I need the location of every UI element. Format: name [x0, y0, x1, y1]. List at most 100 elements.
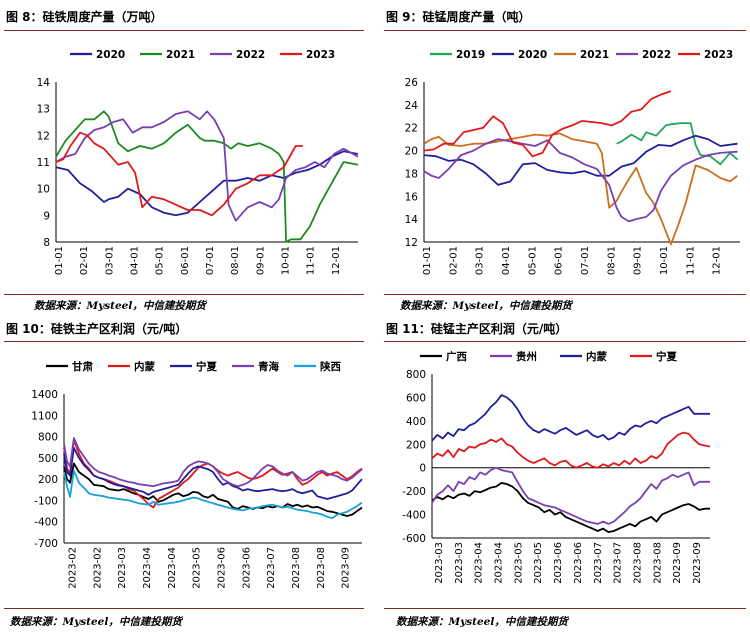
y-tick-label: -600 — [402, 533, 426, 545]
y-tick-label: 1400 — [31, 389, 58, 401]
legend-label: 2022 — [642, 49, 671, 61]
legend-label: 贵州 — [516, 350, 537, 363]
y-tick-label: -100 — [34, 495, 58, 507]
x-tick-label: 10-01 — [659, 246, 670, 275]
series-line-2021 — [423, 132, 739, 246]
x-tick-label: 04-01 — [130, 246, 141, 275]
chart8-svg: 8 9 10 11 12 13 14 01-01 02-01 03-01 04-01 05-01 06-… — [37, 49, 359, 275]
y-tick-label: 1100 — [31, 410, 58, 422]
series-line-2020 — [55, 150, 359, 217]
y-tick-label: 200 — [406, 439, 426, 451]
y-tick-label: 200 — [38, 474, 58, 486]
chart9-title: 图 9：硅锰周度产量（吨） — [386, 10, 531, 24]
x-tick-label: 10-01 — [281, 246, 292, 275]
chart8-title: 图 8：硅铁周度产量（万吨） — [6, 10, 163, 24]
legend-label: 2023 — [704, 49, 733, 61]
x-tick-label: 12-01 — [331, 246, 342, 275]
x-tick-label: 11-01 — [306, 246, 317, 275]
legend-label: 2022 — [236, 49, 265, 61]
y-tick-label: -400 — [402, 510, 426, 522]
y-tick-label: 8 — [43, 237, 50, 249]
x-tick-label: 04-01 — [501, 246, 512, 275]
x-tick-label: 2023-09 — [672, 542, 683, 584]
x-tick-label: 01-01 — [54, 246, 65, 275]
legend-label: 内蒙 — [134, 360, 155, 373]
x-tick-label: 2023-08 — [652, 542, 663, 584]
x-tick-label: 2023-05 — [533, 542, 544, 584]
y-tick-label: 500 — [38, 453, 58, 465]
x-tick-label: 2023-06 — [216, 547, 227, 589]
y-tick-label: 800 — [406, 369, 426, 381]
series-line-2022 — [423, 138, 738, 223]
x-tick-label: 2023-06 — [573, 542, 584, 584]
x-tick-label: 2023-05 — [192, 547, 203, 589]
chart10-title: 图 10：硅铁主产区利润（元/吨） — [6, 322, 188, 336]
x-tick-label: 11-01 — [685, 246, 696, 275]
y-tick-label: -700 — [34, 538, 58, 550]
x-tick-label: 2023-09 — [341, 547, 352, 589]
x-tick-label: 2023-08 — [291, 547, 302, 589]
x-tick-label: 08-01 — [606, 246, 617, 275]
chart10-title-rule — [4, 341, 364, 342]
x-tick-label: 2023-08 — [316, 547, 327, 589]
y-tick-label: 26 — [405, 77, 419, 89]
x-tick-label: 02-01 — [79, 246, 90, 275]
chart11-svg: -600 -400 -200 0 200 400 600 800 2023-03 2023-03 2… — [402, 350, 711, 584]
x-tick-label: 09-01 — [255, 246, 266, 275]
legend-label: 宁夏 — [656, 350, 677, 363]
y-tick-label: 400 — [406, 416, 426, 428]
y-tick-label: 9 — [43, 210, 50, 222]
y-tick-label: 0 — [419, 463, 426, 475]
y-tick-label: 16 — [405, 191, 419, 203]
series-line-广西 — [431, 481, 710, 534]
chart11-source: 数据来源：Mysteel，中信建投期货 — [396, 616, 568, 628]
x-tick-label: 06-01 — [554, 246, 565, 275]
y-tick-label: 18 — [405, 168, 418, 180]
x-tick-label: 01-01 — [422, 246, 433, 275]
legend-label: 2020 — [518, 49, 547, 61]
y-tick-label: 10 — [37, 184, 50, 196]
y-tick-label: 13 — [37, 104, 50, 116]
legend-label: 陕西 — [320, 360, 341, 373]
legend-label: 2019 — [456, 49, 485, 61]
series-line-陕西 — [63, 469, 363, 520]
x-tick-label: 2023-05 — [513, 542, 524, 584]
x-tick-label: 2023-07 — [593, 542, 604, 584]
legend-label: 广西 — [446, 350, 467, 363]
y-tick-label: 600 — [406, 392, 426, 404]
y-tick-label: 20 — [405, 146, 418, 158]
y-tick-label: -400 — [34, 517, 58, 529]
x-tick-label: 2023-02 — [67, 547, 78, 589]
x-tick-label: 2023-06 — [553, 542, 564, 584]
x-tick-label: 2023-09 — [692, 542, 703, 584]
series-line-2022 — [55, 110, 359, 222]
legend-label: 内蒙 — [586, 350, 607, 363]
series-line-2023 — [55, 131, 303, 217]
x-tick-label: 05-01 — [527, 246, 538, 275]
chart11-title: 图 11：硅锰主产区利润（元/吨） — [386, 322, 568, 336]
y-tick-label: 24 — [405, 100, 419, 112]
series-line-贵州 — [431, 466, 710, 525]
x-tick-label: 08-01 — [230, 246, 241, 275]
x-tick-label: 2023-04 — [167, 547, 178, 589]
x-tick-label: 06-01 — [180, 246, 191, 275]
x-tick-label: 2023-04 — [474, 542, 485, 584]
chart8-bottom-rule — [4, 294, 364, 295]
chart9-source: 数据来源：Mysteel，中信建投期货 — [400, 300, 572, 312]
y-tick-label: 22 — [405, 123, 418, 135]
x-tick-label: 07-01 — [580, 246, 591, 275]
series-line-2020 — [423, 134, 738, 186]
series-line-宁夏 — [63, 447, 363, 500]
x-tick-label: 2023-03 — [117, 547, 128, 589]
series-line-宁夏 — [431, 431, 711, 469]
legend-label: 2023 — [306, 49, 335, 61]
series-line-内蒙 — [431, 394, 710, 442]
x-tick-label: 2023-03 — [454, 542, 465, 584]
y-tick-label: -200 — [402, 486, 426, 498]
x-tick-label: 2023-06 — [241, 547, 252, 589]
y-tick-label: 14 — [37, 77, 51, 89]
legend-label: 2021 — [580, 49, 609, 61]
series-line-2023 — [423, 90, 672, 158]
legend-label: 2020 — [96, 49, 125, 61]
